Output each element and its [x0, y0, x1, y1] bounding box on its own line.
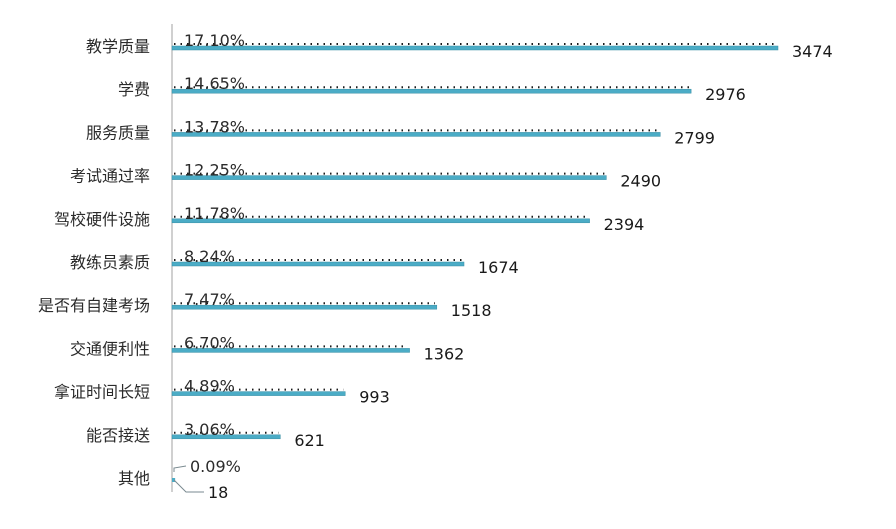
percentage-label: 6.70% — [184, 333, 235, 352]
percentage-label: 12.25% — [184, 161, 245, 180]
value-label: 1674 — [478, 258, 519, 277]
percentage-label: 4.89% — [184, 377, 235, 396]
value-label: 18 — [208, 483, 228, 502]
category-label: 教练员素质 — [70, 253, 150, 272]
bars-layer — [171, 43, 779, 493]
percentage-label: 13.78% — [184, 117, 245, 136]
bar — [171, 434, 281, 440]
value-label: 993 — [359, 388, 390, 407]
value-leader-line — [173, 479, 204, 493]
bar — [171, 261, 465, 267]
value-label: 621 — [294, 431, 325, 450]
bar — [171, 218, 590, 224]
bar — [171, 45, 779, 51]
category-label: 考试通过率 — [70, 167, 150, 186]
value-label: 2394 — [604, 215, 645, 234]
category-label: 交通便利性 — [70, 339, 150, 358]
percentage-label: 11.78% — [184, 204, 245, 223]
bar — [171, 348, 410, 353]
percentage-label: 3.06% — [184, 420, 235, 439]
percentage-label: 14.65% — [184, 74, 245, 93]
percentage-label: 17.10% — [184, 31, 245, 50]
value-label: 2490 — [620, 172, 661, 191]
value-label: 2976 — [705, 85, 746, 104]
value-label: 2799 — [674, 128, 715, 147]
category-label: 拿证时间长短 — [54, 383, 150, 402]
bar — [171, 132, 661, 137]
bar — [171, 391, 346, 396]
bar — [172, 478, 176, 482]
percentage-leader-line — [173, 465, 187, 472]
category-label: 驾校硬件设施 — [54, 210, 150, 229]
value-label: 1518 — [451, 301, 492, 320]
percentage-label: 8.24% — [184, 247, 235, 266]
value-label: 1362 — [424, 344, 465, 363]
category-label: 教学质量 — [86, 37, 150, 56]
value-label: 3474 — [792, 42, 833, 61]
bar — [171, 304, 438, 310]
labels-layer: 教学质量 17.10% 3474 学费 14.65% 2976 服务质量 13.78% 2799… — [38, 31, 833, 502]
category-label: 是否有自建考场 — [38, 296, 150, 315]
bar — [171, 175, 607, 180]
category-label: 其他 — [118, 469, 150, 488]
category-label: 学费 — [118, 80, 150, 99]
category-label: 能否接送 — [86, 426, 150, 445]
percentage-label: 7.47% — [184, 290, 235, 309]
category-label: 服务质量 — [86, 123, 150, 142]
percentage-label: 0.09% — [190, 457, 241, 476]
bar — [171, 88, 692, 94]
